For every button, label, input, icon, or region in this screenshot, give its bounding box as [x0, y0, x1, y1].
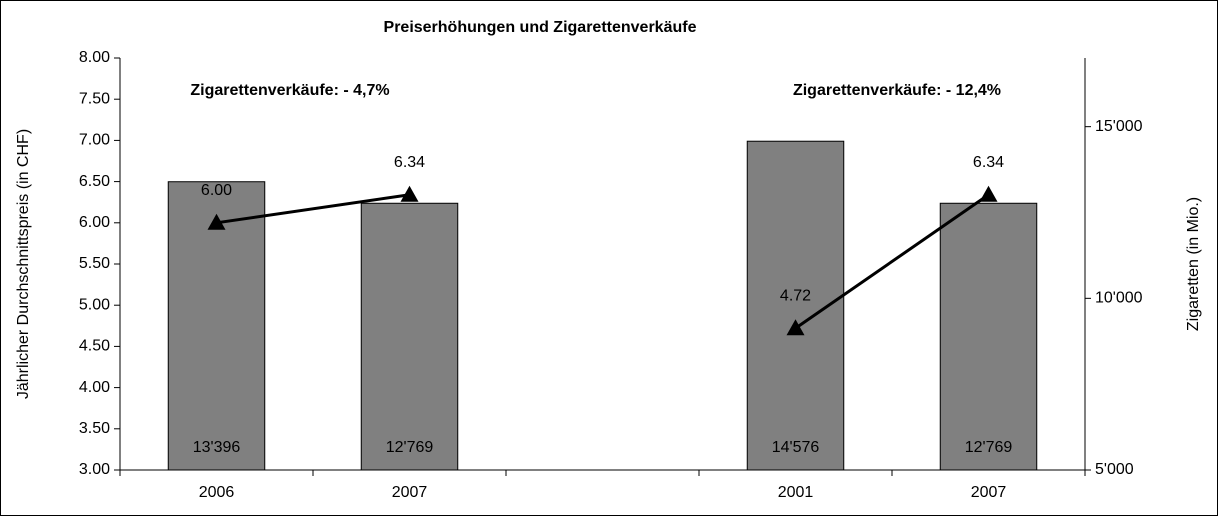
y-tick-label: 7.50	[79, 90, 110, 107]
bar-label: 14'576	[772, 439, 820, 456]
bar	[939, 202, 1038, 471]
point-label: 6.34	[973, 154, 1004, 171]
y-tick-label: 8.00	[79, 49, 110, 66]
x-tick-label: 2007	[971, 484, 1007, 501]
y-tick-label: 5.00	[79, 296, 110, 313]
bar-label: 12'769	[386, 439, 434, 456]
y-tick-label: 3.50	[79, 420, 110, 437]
bar	[360, 202, 459, 471]
y2-axis-label: Zigaretten (in Mio.)	[1185, 197, 1202, 331]
point-marker	[979, 185, 998, 202]
x-tick-label: 2007	[392, 484, 428, 501]
line	[216, 193, 990, 330]
y-tick-label: 6.00	[79, 214, 110, 231]
y-axis-label: Jährlicher Durchschnittspreis (in CHF)	[15, 129, 32, 399]
x-tick-label: 2001	[778, 484, 814, 501]
annotation: Zigarettenverkäufe: - 4,7%	[190, 82, 389, 99]
y2-tick-label: 10'000	[1095, 290, 1143, 307]
annotation: Zigarettenverkäufe: - 12,4%	[793, 82, 1001, 99]
point-marker	[786, 319, 805, 336]
y-tick-label: 6.50	[79, 173, 110, 190]
y-tick-label: 7.00	[79, 132, 110, 149]
bar-label: 12'769	[965, 439, 1013, 456]
y-tick-label: 4.00	[79, 379, 110, 396]
y2-tick-label: 15'000	[1095, 118, 1143, 135]
point-label: 6.34	[394, 154, 425, 171]
y-tick-label: 4.50	[79, 338, 110, 355]
point-label: 4.72	[780, 287, 811, 304]
y-tick-label: 5.50	[79, 255, 110, 272]
point-marker	[207, 213, 226, 230]
point-marker	[400, 185, 419, 202]
point-label: 6.00	[201, 182, 232, 199]
y2-tick-label: 5'000	[1095, 461, 1134, 478]
chart-title: Preiserhöhungen und Zigarettenverkäufe	[384, 19, 697, 36]
bar-label: 13'396	[193, 439, 241, 456]
y-tick-label: 3.00	[79, 461, 110, 478]
x-tick-label: 2006	[199, 484, 235, 501]
